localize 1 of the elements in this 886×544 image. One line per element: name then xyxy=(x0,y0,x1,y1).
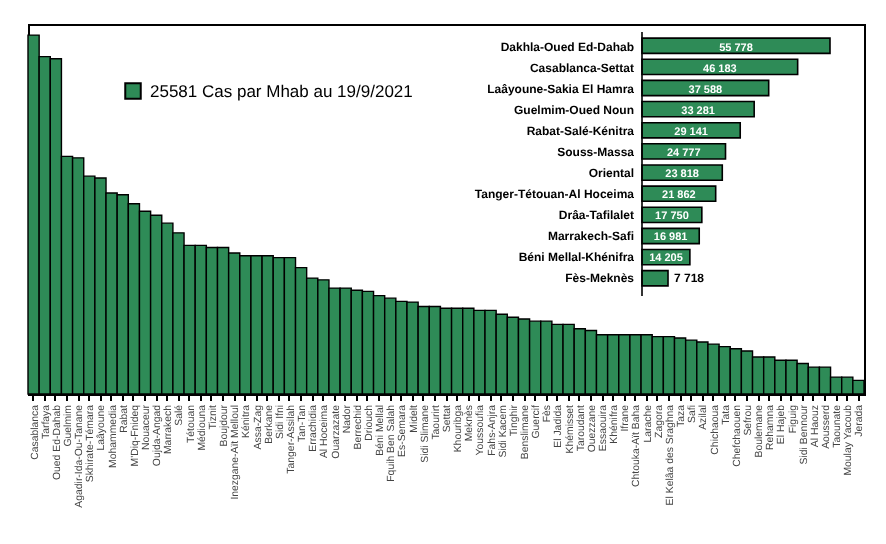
legend-label: 25581 Cas par Mhab au 19/9/2021 xyxy=(150,81,414,101)
